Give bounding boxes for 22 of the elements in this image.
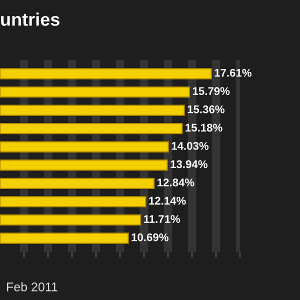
bar (0, 68, 212, 80)
data-label: 17.61% (214, 68, 252, 77)
bar (0, 232, 129, 244)
bar (0, 196, 146, 208)
data-label: 10.69% (132, 233, 168, 242)
bar (0, 160, 168, 171)
data-label: 13.94% (170, 160, 208, 168)
bar (0, 123, 183, 134)
data-label: 14.03% (172, 142, 209, 150)
data-label: 12.84% (158, 178, 194, 186)
bar (0, 141, 169, 152)
chart-title: untries (1, 12, 60, 26)
data-label: 12.14% (149, 196, 186, 205)
bar (0, 214, 142, 226)
bar (0, 86, 190, 98)
data-label: 11.71% (144, 215, 180, 223)
data-label: 15.18% (186, 124, 222, 132)
data-label: 15.36% (188, 105, 224, 114)
bar (0, 104, 185, 116)
bar (0, 178, 155, 189)
data-label: 15.79% (192, 87, 230, 96)
text: Feb 2011 (7, 282, 58, 292)
